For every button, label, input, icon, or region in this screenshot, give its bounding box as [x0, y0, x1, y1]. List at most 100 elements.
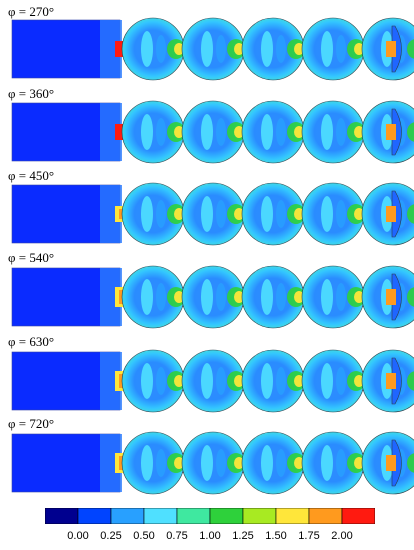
colorbar-tick-2: 0.25 — [100, 530, 122, 542]
colorbar-segment-10 — [341, 508, 375, 524]
end-cap — [391, 108, 402, 156]
ball-inner-band-b-2 — [216, 449, 226, 477]
panel-label-3: φ = 450° — [8, 168, 55, 183]
end-cap — [391, 190, 402, 238]
ball-hotspot-core-4 — [354, 457, 364, 469]
ball-hotspot-core-2 — [234, 126, 244, 138]
ball-inner-band-3 — [261, 363, 273, 399]
ball-inner-band-b-2 — [216, 118, 226, 146]
ball-hotspot-core-3 — [294, 457, 304, 469]
ball-inner-band-1 — [141, 196, 153, 232]
colorbar-segment-7 — [242, 508, 277, 524]
ball-hotspot-core-2 — [234, 43, 244, 55]
ball-inner-band-b-3 — [276, 283, 286, 311]
end-cap-contact — [386, 289, 396, 305]
base-block-edge — [100, 352, 122, 410]
colorbar-segment-6 — [209, 508, 244, 524]
ball-hotspot-core-4 — [354, 126, 364, 138]
ball-inner-band-b-2 — [216, 200, 226, 228]
contour-panel-4 — [11, 265, 414, 329]
ball-hotspot-core-3 — [294, 43, 304, 55]
colorbar-segment-8 — [275, 508, 310, 524]
ball-hotspot-core-1 — [174, 43, 184, 55]
ball-hotspot-core-2 — [234, 375, 244, 387]
ball-inner-band-b-3 — [276, 367, 286, 395]
contour-panel-1 — [11, 17, 414, 81]
end-cap — [391, 273, 402, 321]
ball-inner-band-2 — [201, 31, 213, 67]
end-cap-contact — [386, 373, 396, 389]
contour-panel-2 — [11, 100, 414, 164]
ball-hotspot-core-3 — [294, 375, 304, 387]
ball-inner-band-b-2 — [216, 283, 226, 311]
ball-hotspot-5 — [407, 204, 414, 224]
ball-inner-band-b-3 — [276, 449, 286, 477]
ball-inner-band-b-1 — [156, 118, 166, 146]
ball-hotspot-core-4 — [354, 208, 364, 220]
base-block-edge — [100, 268, 122, 326]
ball-inner-band-b-4 — [336, 200, 346, 228]
ball-inner-band-2 — [201, 114, 213, 150]
end-cap — [391, 25, 402, 73]
colorbar-tick-9: 2.00 — [331, 530, 353, 542]
ball-inner-band-b-4 — [336, 35, 346, 63]
ball-hotspot-5 — [407, 122, 414, 142]
ball-inner-band-b-4 — [336, 118, 346, 146]
panel-label-2: φ = 360° — [8, 86, 55, 101]
ball-hotspot-core-1 — [174, 208, 184, 220]
base-block-edge — [100, 20, 122, 78]
colorbar-segment-4 — [143, 508, 178, 524]
panel-label-5: φ = 630° — [8, 334, 55, 349]
ball-inner-band-b-4 — [336, 283, 346, 311]
ball-inner-band-2 — [201, 363, 213, 399]
colorbar-tick-8: 1.75 — [298, 530, 320, 542]
panel-label-4: φ = 540° — [8, 250, 55, 265]
ball-inner-band-1 — [141, 279, 153, 315]
ball-inner-band-b-4 — [336, 449, 346, 477]
ball-inner-band-b-1 — [156, 449, 166, 477]
ball-inner-band-2 — [201, 279, 213, 315]
ball-inner-band-4 — [321, 279, 333, 315]
ball-inner-band-b-3 — [276, 35, 286, 63]
base-block-edge — [100, 185, 122, 243]
panel-label-1: φ = 270° — [8, 4, 55, 19]
ball-inner-band-b-2 — [216, 35, 226, 63]
colorbar-tick-6: 1.25 — [232, 530, 254, 542]
ball-inner-band-3 — [261, 196, 273, 232]
colorbar-tick-5: 1.00 — [199, 530, 221, 542]
ball-hotspot-core-4 — [354, 43, 364, 55]
end-cap — [391, 439, 402, 487]
ball-hotspot-5 — [407, 287, 414, 307]
colorbar-tick-4: 0.75 — [166, 530, 188, 542]
ball-inner-band-4 — [321, 196, 333, 232]
ball-inner-band-1 — [141, 31, 153, 67]
colorbar-tick-3: 0.50 — [133, 530, 155, 542]
colorbar-tick-7: 1.50 — [265, 530, 287, 542]
ball-inner-band-3 — [261, 445, 273, 481]
colorbar-segment-5 — [176, 508, 211, 524]
ball-inner-band-b-3 — [276, 200, 286, 228]
ball-inner-band-b-1 — [156, 367, 166, 395]
ball-inner-band-1 — [141, 445, 153, 481]
ball-hotspot-core-1 — [174, 457, 184, 469]
ball-inner-band-b-4 — [336, 367, 346, 395]
colorbar-segment-9 — [308, 508, 343, 524]
ball-hotspot-core-2 — [234, 291, 244, 303]
colorbar-segment-1 — [45, 508, 79, 524]
end-cap — [391, 357, 402, 405]
ball-hotspot-core-1 — [174, 126, 184, 138]
colorbar-segment-2 — [77, 508, 112, 524]
end-cap-contact — [386, 41, 396, 57]
stress-colorbar — [45, 508, 375, 524]
ball-inner-band-2 — [201, 445, 213, 481]
end-cap-contact — [386, 206, 396, 222]
ball-inner-band-3 — [261, 279, 273, 315]
ball-inner-band-1 — [141, 363, 153, 399]
ball-inner-band-4 — [321, 363, 333, 399]
ball-inner-band-b-1 — [156, 283, 166, 311]
base-block-edge — [100, 434, 122, 492]
contour-panels — [11, 17, 414, 495]
ball-hotspot-core-1 — [174, 291, 184, 303]
ball-hotspot-5 — [407, 453, 414, 473]
ball-inner-band-b-1 — [156, 200, 166, 228]
